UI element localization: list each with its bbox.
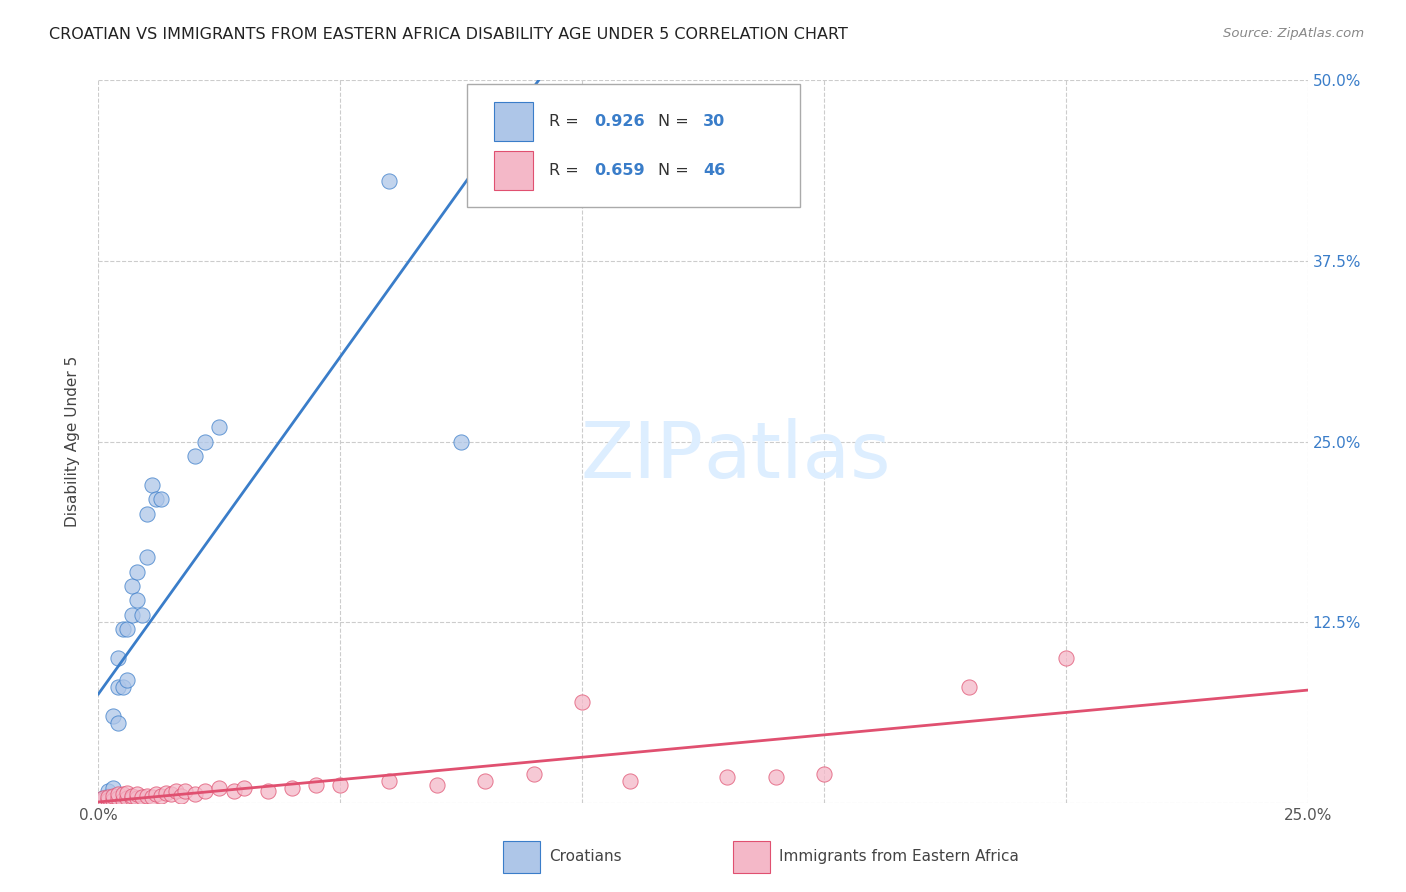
Text: Immigrants from Eastern Africa: Immigrants from Eastern Africa (779, 849, 1019, 864)
Point (111, 623, 134, 637)
Point (131, 607, 153, 622)
Point (281, 781, 304, 796)
Point (571, 695, 593, 709)
Point (101, 781, 124, 796)
Point (813, 767, 835, 781)
Point (97, 793, 120, 807)
Point (184, 449, 207, 463)
FancyBboxPatch shape (467, 84, 800, 207)
Point (101, 793, 124, 807)
Point (91, 793, 114, 807)
Point (111, 680, 134, 694)
FancyBboxPatch shape (734, 841, 769, 873)
Point (1054, 651, 1077, 665)
Point (91, 791, 114, 805)
Text: 46: 46 (703, 163, 725, 178)
Point (208, 420, 231, 434)
Point (131, 790, 153, 805)
Point (957, 680, 980, 694)
Point (111, 787, 134, 801)
Point (135, 507, 157, 521)
Text: ZIP: ZIP (581, 418, 703, 494)
Point (107, 791, 129, 805)
Point (127, 791, 149, 805)
Point (101, 790, 124, 805)
Point (91, 791, 114, 805)
Point (619, 774, 641, 789)
Point (107, 716, 129, 731)
Point (155, 786, 177, 800)
FancyBboxPatch shape (503, 841, 540, 873)
Text: Croatians: Croatians (550, 849, 621, 864)
FancyBboxPatch shape (494, 102, 533, 141)
Text: N =: N = (658, 114, 695, 129)
Point (305, 779, 328, 793)
Point (121, 607, 143, 622)
Point (523, 767, 546, 781)
Point (117, 786, 139, 800)
Point (450, 434, 472, 449)
Point (117, 791, 139, 805)
Point (474, 774, 496, 789)
Text: CROATIAN VS IMMIGRANTS FROM EASTERN AFRICA DISABILITY AGE UNDER 5 CORRELATION CH: CROATIAN VS IMMIGRANTS FROM EASTERN AFRI… (49, 27, 848, 42)
Point (91, 793, 114, 807)
Point (111, 793, 134, 807)
Point (101, 709, 124, 723)
Point (135, 550, 157, 565)
Point (377, 174, 399, 188)
Point (121, 789, 143, 803)
Point (107, 787, 129, 801)
Point (716, 770, 738, 784)
Point (97, 790, 120, 805)
Point (97, 784, 120, 798)
Y-axis label: Disability Age Under 5: Disability Age Under 5 (65, 356, 80, 527)
Point (97, 793, 120, 807)
Text: 0.659: 0.659 (595, 163, 645, 178)
Point (141, 790, 163, 805)
Point (426, 779, 449, 793)
Point (329, 779, 352, 793)
Point (101, 789, 124, 803)
Point (141, 478, 163, 492)
Point (127, 593, 149, 607)
Point (127, 565, 149, 579)
Text: 30: 30 (703, 114, 725, 129)
Text: R =: R = (550, 114, 585, 129)
Point (174, 784, 197, 798)
Point (194, 434, 217, 449)
Point (117, 623, 139, 637)
Point (117, 673, 139, 687)
Point (232, 781, 254, 796)
Point (121, 791, 143, 805)
Text: N =: N = (658, 163, 695, 178)
Point (107, 651, 129, 665)
Point (222, 784, 245, 798)
Text: R =: R = (550, 163, 585, 178)
Point (184, 787, 207, 801)
Point (145, 492, 167, 507)
Point (107, 680, 129, 694)
Point (97, 789, 120, 803)
Point (135, 789, 157, 803)
Point (377, 774, 399, 789)
Text: 0.926: 0.926 (595, 114, 645, 129)
Point (150, 492, 173, 507)
FancyBboxPatch shape (494, 151, 533, 191)
Point (160, 787, 183, 801)
Point (256, 784, 278, 798)
Text: Source: ZipAtlas.com: Source: ZipAtlas.com (1223, 27, 1364, 40)
Point (169, 789, 191, 803)
Point (127, 787, 149, 801)
Text: atlas: atlas (703, 418, 890, 494)
Point (765, 770, 787, 784)
Point (150, 789, 173, 803)
Point (194, 784, 217, 798)
Point (165, 784, 187, 798)
Point (121, 579, 143, 593)
Point (145, 787, 167, 801)
Point (208, 781, 231, 796)
